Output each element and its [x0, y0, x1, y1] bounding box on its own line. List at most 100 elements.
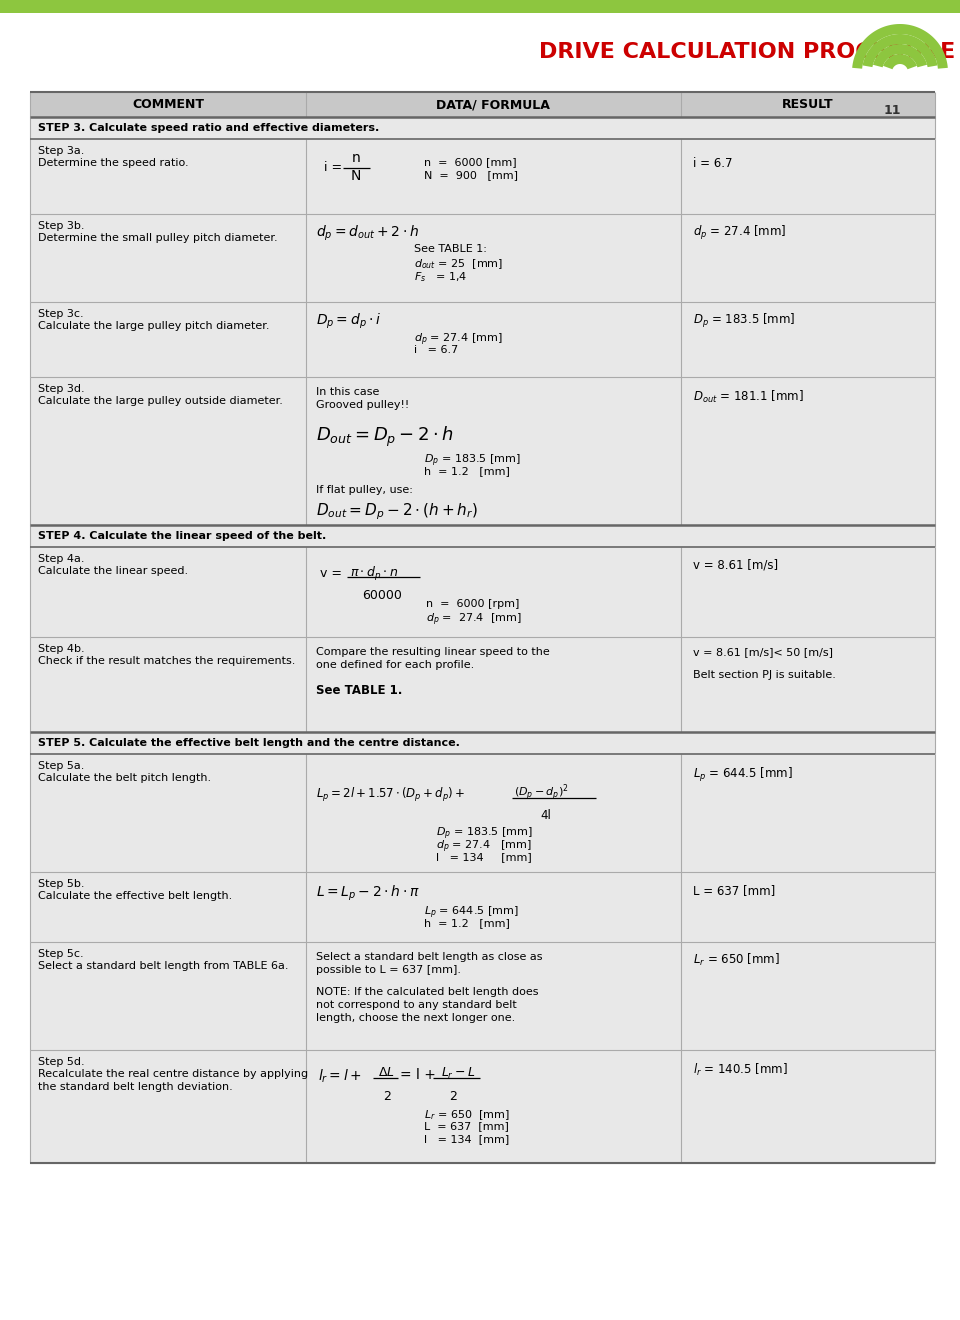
Text: $\pi \cdot d_p \cdot n$: $\pi \cdot d_p \cdot n$ [350, 565, 398, 583]
Bar [30, 754, 935, 873]
Text: 4l: 4l [540, 809, 551, 822]
Bar [30, 546, 935, 638]
Text: $L_p$ = 644.5 [mm]: $L_p$ = 644.5 [mm] [693, 766, 793, 784]
Text: n: n [351, 152, 360, 165]
Text: DATA/ FORMULA: DATA/ FORMULA [436, 98, 550, 111]
Bar [30, 92, 935, 117]
Text: In this case: In this case [316, 387, 379, 397]
Bar [30, 378, 935, 525]
Text: $D_{out} = D_p - 2 \cdot h$: $D_{out} = D_p - 2 \cdot h$ [316, 425, 454, 449]
Text: v =: v = [320, 568, 342, 579]
Text: $L_p = 2l + 1.57 \cdot (D_p + d_p) +$: $L_p = 2l + 1.57 \cdot (D_p + d_p) +$ [316, 785, 466, 804]
Text: i =: i = [324, 161, 342, 174]
Text: STEP 5. Calculate the effective belt length and the centre distance.: STEP 5. Calculate the effective belt len… [38, 738, 460, 748]
Bar [30, 638, 935, 733]
Text: Step 4b.: Step 4b. [38, 644, 84, 653]
PathPatch shape [873, 44, 927, 67]
Text: Calculate the effective belt length.: Calculate the effective belt length. [38, 891, 232, 902]
Bar [30, 942, 935, 1049]
Text: length, choose the next longer one.: length, choose the next longer one. [316, 1012, 516, 1023]
Text: $D_p$ = 183.5 [mm]: $D_p$ = 183.5 [mm] [693, 312, 796, 330]
Text: L  = 637  [mm]: L = 637 [mm] [424, 1121, 509, 1131]
Text: h  = 1.2   [mm]: h = 1.2 [mm] [424, 466, 510, 477]
Text: N  =  900   [mm]: N = 900 [mm] [424, 170, 518, 180]
Text: $D_p = d_p \cdot i$: $D_p = d_p \cdot i$ [316, 312, 381, 331]
Text: $d_p$ = 27.4 [mm]: $d_p$ = 27.4 [mm] [693, 224, 786, 242]
Text: i   = 6.7: i = 6.7 [414, 345, 458, 355]
Text: Calculate the large pulley outside diameter.: Calculate the large pulley outside diame… [38, 396, 283, 407]
Text: Step 3c.: Step 3c. [38, 309, 84, 319]
Text: Step 3b.: Step 3b. [38, 220, 84, 231]
Bar [0, 0, 960, 13]
Text: h  = 1.2   [mm]: h = 1.2 [mm] [424, 917, 510, 928]
Text: $L_r$ = 650 [mm]: $L_r$ = 650 [mm] [693, 952, 780, 968]
PathPatch shape [852, 24, 948, 69]
Text: STEP 3. Calculate speed ratio and effective diameters.: STEP 3. Calculate speed ratio and effect… [38, 123, 379, 133]
Bar [30, 873, 935, 942]
Text: DRIVE CALCULATION PROCEDURE: DRIVE CALCULATION PROCEDURE [539, 42, 955, 62]
Text: Step 5d.: Step 5d. [38, 1057, 84, 1067]
Text: v = 8.61 [m/s]: v = 8.61 [m/s] [693, 558, 779, 572]
Text: Step 5b.: Step 5b. [38, 879, 84, 888]
Text: $D_{out}$ = 181.1 [mm]: $D_{out}$ = 181.1 [mm] [693, 389, 804, 405]
Text: See TABLE 1.: See TABLE 1. [316, 684, 402, 697]
PathPatch shape [863, 34, 937, 67]
Text: $D_{out} = D_p - 2 \cdot (h + h_r)$: $D_{out} = D_p - 2 \cdot (h + h_r)$ [316, 502, 478, 521]
Text: $D_p$ = 183.5 [mm]: $D_p$ = 183.5 [mm] [424, 453, 521, 470]
Text: If flat pulley, use:: If flat pulley, use: [316, 484, 413, 495]
Text: = l +: = l + [400, 1068, 436, 1082]
Text: STEP 4. Calculate the linear speed of the belt.: STEP 4. Calculate the linear speed of th… [38, 531, 326, 541]
Bar [30, 733, 935, 754]
Text: Calculate the large pulley pitch diameter.: Calculate the large pulley pitch diamete… [38, 321, 270, 331]
Text: Check if the result matches the requirements.: Check if the result matches the requirem… [38, 656, 296, 667]
Text: i = 6.7: i = 6.7 [693, 157, 732, 170]
Text: Step 5c.: Step 5c. [38, 949, 84, 960]
Text: 2: 2 [449, 1090, 457, 1104]
Bar [30, 117, 935, 139]
PathPatch shape [883, 54, 917, 69]
Text: $l_r = l +$: $l_r = l +$ [318, 1068, 362, 1085]
Text: Select a standard belt length from TABLE 6a.: Select a standard belt length from TABLE… [38, 961, 289, 972]
Text: N: N [350, 169, 361, 183]
Text: Recalculate the real centre distance by applying: Recalculate the real centre distance by … [38, 1069, 308, 1078]
Text: Compare the resulting linear speed to the: Compare the resulting linear speed to th… [316, 647, 550, 657]
Text: $d_p = d_{out} + 2 \cdot h$: $d_p = d_{out} + 2 \cdot h$ [316, 224, 420, 243]
Text: $\Delta L$: $\Delta L$ [377, 1067, 395, 1078]
Text: n  =  6000 [rpm]: n = 6000 [rpm] [426, 599, 519, 609]
Text: 11: 11 [883, 103, 900, 116]
Text: Belt section PJ is suitable.: Belt section PJ is suitable. [693, 671, 836, 680]
Text: l   = 134  [mm]: l = 134 [mm] [424, 1134, 509, 1144]
Text: l   = 134     [mm]: l = 134 [mm] [436, 851, 532, 862]
Text: Determine the small pulley pitch diameter.: Determine the small pulley pitch diamete… [38, 234, 277, 243]
Text: one defined for each profile.: one defined for each profile. [316, 660, 474, 671]
Text: $d_{out}$ = 25  [mm]: $d_{out}$ = 25 [mm] [414, 257, 503, 271]
Bar [30, 214, 935, 302]
Text: n  =  6000 [mm]: n = 6000 [mm] [424, 157, 516, 168]
Text: possible to L = 637 [mm].: possible to L = 637 [mm]. [316, 965, 461, 975]
Text: NOTE: If the calculated belt length does: NOTE: If the calculated belt length does [316, 987, 539, 997]
Text: See TABLE 1:: See TABLE 1: [414, 244, 487, 253]
Text: L = 637 [mm]: L = 637 [mm] [693, 884, 776, 898]
Text: Step 3a.: Step 3a. [38, 147, 84, 156]
Text: $l_r$ = 140.5 [mm]: $l_r$ = 140.5 [mm] [693, 1063, 788, 1078]
Text: Grooved pulley!!: Grooved pulley!! [316, 400, 409, 411]
Text: COMMENT: COMMENT [132, 98, 204, 111]
Bar [30, 302, 935, 378]
Text: 60000: 60000 [362, 589, 402, 602]
Text: 2: 2 [383, 1090, 391, 1104]
Bar [30, 525, 935, 546]
Text: $F_s$   = 1,4: $F_s$ = 1,4 [414, 271, 468, 284]
Text: $L_p$ = 644.5 [mm]: $L_p$ = 644.5 [mm] [424, 906, 518, 921]
Text: Step 3d.: Step 3d. [38, 384, 84, 393]
Text: Determine the speed ratio.: Determine the speed ratio. [38, 158, 188, 168]
Text: $d_p$ = 27.4 [mm]: $d_p$ = 27.4 [mm] [414, 333, 502, 348]
Text: $d_p$ = 27.4   [mm]: $d_p$ = 27.4 [mm] [436, 840, 532, 855]
Text: not correspond to any standard belt: not correspond to any standard belt [316, 1001, 516, 1010]
Text: Select a standard belt length as close as: Select a standard belt length as close a… [316, 952, 542, 962]
Text: $L = L_p - 2 \cdot h \cdot \pi$: $L = L_p - 2 \cdot h \cdot \pi$ [316, 884, 420, 903]
Text: Step 5a.: Step 5a. [38, 762, 84, 771]
Bar [30, 1049, 935, 1163]
Text: the standard belt length deviation.: the standard belt length deviation. [38, 1082, 232, 1092]
Text: $d_p$ =  27.4  [mm]: $d_p$ = 27.4 [mm] [426, 612, 521, 628]
Text: Calculate the belt pitch length.: Calculate the belt pitch length. [38, 774, 211, 783]
